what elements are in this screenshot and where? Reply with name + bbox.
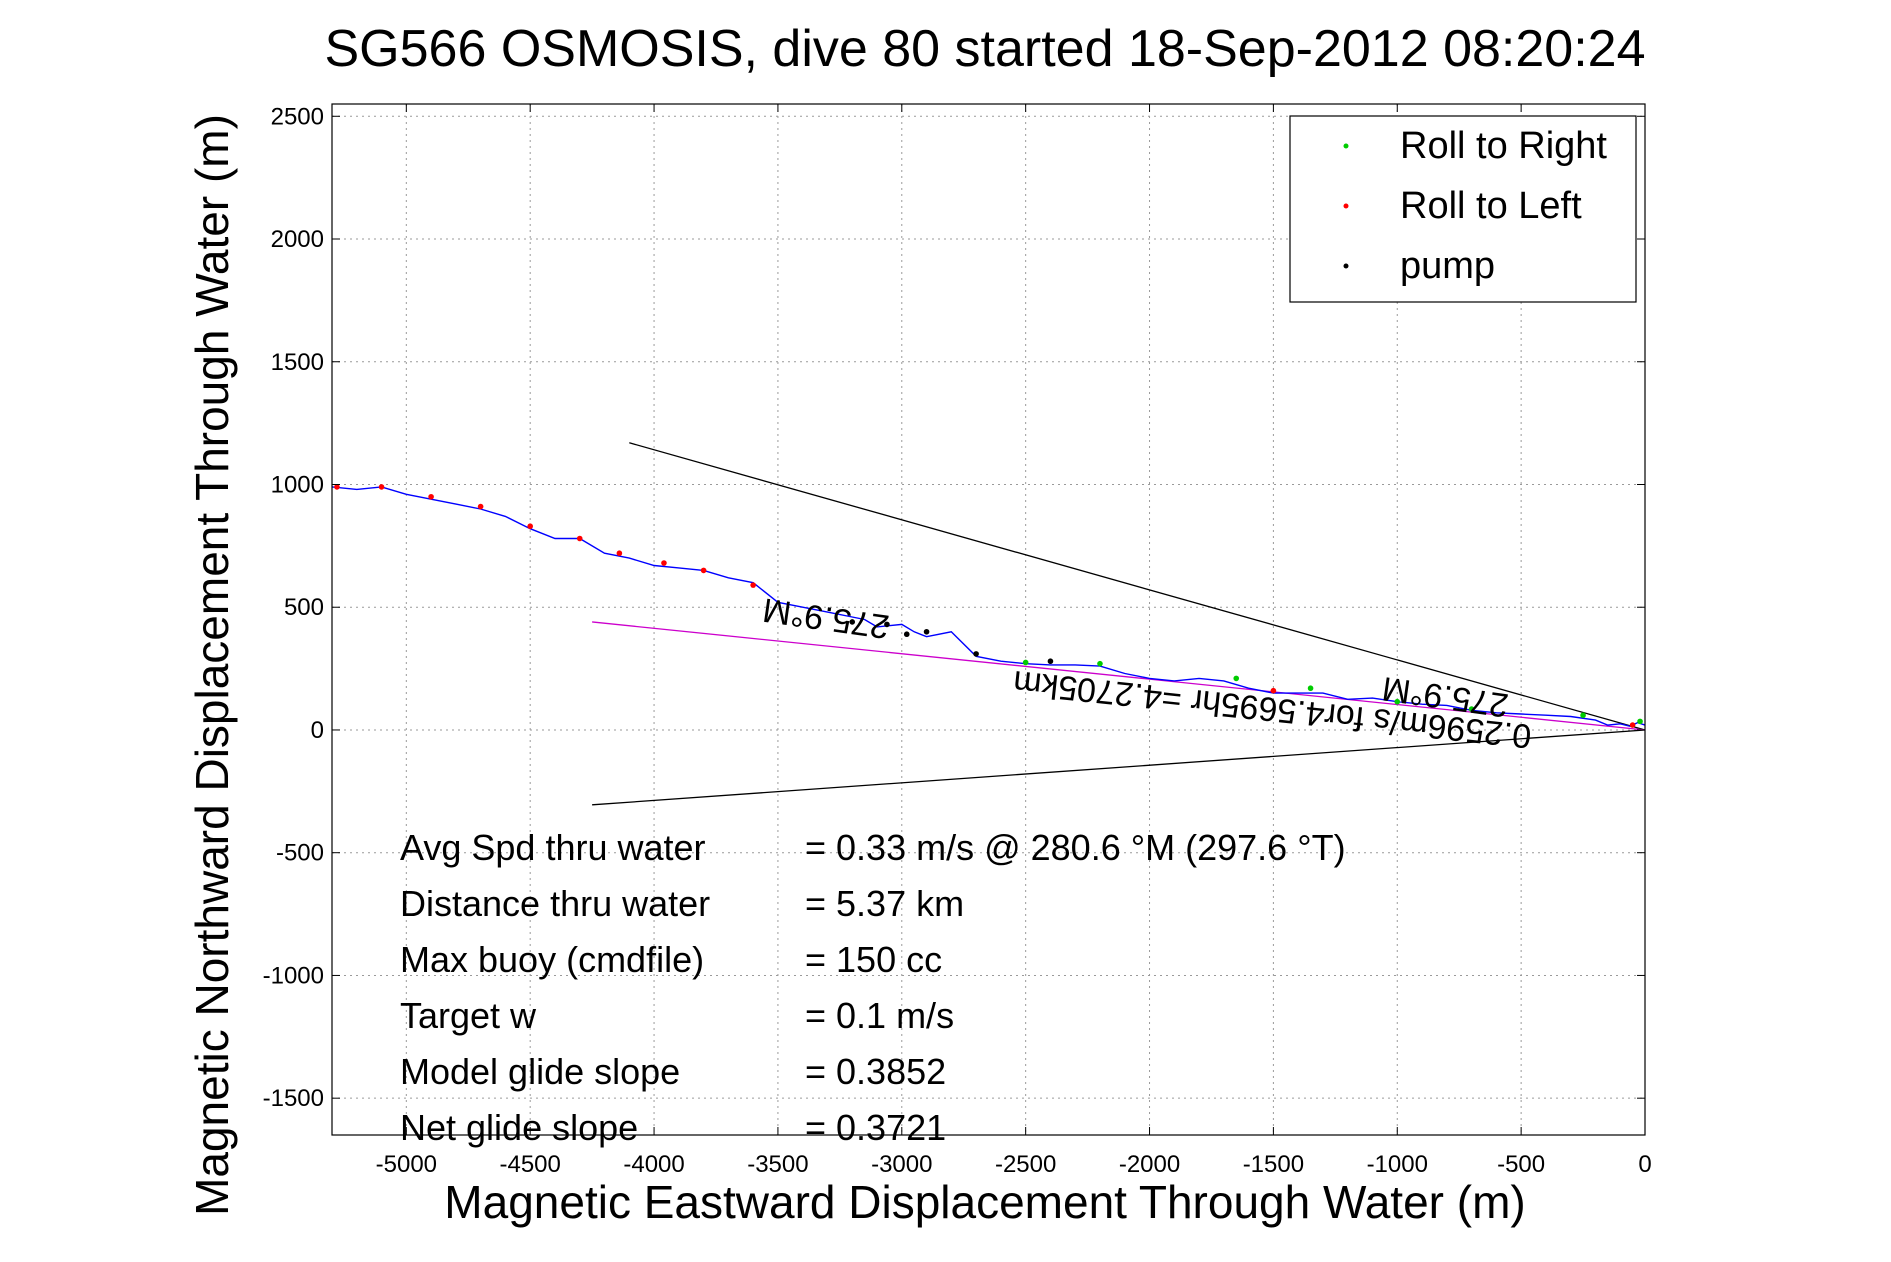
y-tick-label: 1500	[271, 349, 324, 376]
pump-point	[923, 628, 930, 635]
stat-value: = 5.37 km	[805, 883, 964, 924]
roll-right-point	[1307, 685, 1314, 692]
x-axis-label: Magnetic Eastward Displacement Through W…	[444, 1176, 1525, 1228]
stat-label: Model glide slope	[400, 1051, 680, 1092]
plot-frame	[331, 103, 1646, 1136]
legend-label: Roll to Right	[1400, 125, 1607, 167]
roll-left-point	[527, 523, 533, 530]
roll-left-point	[576, 535, 583, 542]
roll-left-point	[700, 567, 707, 574]
roll-left-point	[1629, 722, 1636, 728]
y-tick-label: 1000	[271, 471, 324, 498]
x-tick-label: -5000	[376, 1151, 437, 1178]
x-tick-label: -4000	[623, 1151, 684, 1178]
x-tick-label: -1000	[1367, 1151, 1428, 1178]
pump-point	[884, 621, 890, 628]
y-axis-label: Magnetic Northward Displacement Through …	[186, 114, 238, 1216]
stat-value: = 0.33 m/s @ 280.6 °M (297.6 °T)	[805, 827, 1346, 868]
x-tick-label: -2500	[995, 1151, 1056, 1178]
cone-lower-line	[592, 729, 1646, 806]
stat-label: Target w	[400, 995, 537, 1036]
roll-right-point	[1637, 718, 1643, 725]
roll-left-point	[378, 484, 385, 490]
stats-block: Avg Spd thru water = 0.33 m/s @ 280.6 °M …	[400, 827, 1346, 1148]
x-tick-label: -3000	[871, 1151, 932, 1178]
chart-title: SG566 OSMOSIS, dive 80 started 18-Sep-20…	[324, 20, 1645, 78]
pump-point	[973, 651, 979, 657]
x-tick-label: -3500	[747, 1151, 808, 1178]
stat-value: = 0.3721	[805, 1107, 946, 1148]
stat-label: Max buoy (cmdfile)	[400, 939, 704, 980]
x-tick-label: -500	[1497, 1151, 1545, 1178]
stat-label: Distance thru water	[400, 883, 710, 924]
track-line	[331, 486, 1646, 728]
y-tick-label: 500	[284, 594, 324, 621]
x-tick-label: -1500	[1243, 1151, 1304, 1178]
legend-label: pump	[1400, 245, 1495, 287]
roll-right-point	[1097, 660, 1103, 667]
roll-left-point	[477, 503, 484, 510]
pump-point	[903, 631, 910, 638]
y-tick-label: 2500	[271, 103, 324, 130]
roll-right-point	[1580, 712, 1586, 719]
y-tick-label: 0	[311, 717, 324, 744]
stat-value: = 150 cc	[805, 939, 942, 980]
roll-left-point	[616, 550, 623, 557]
legend-marker	[1343, 143, 1349, 149]
stat-label: Net glide slope	[400, 1107, 638, 1148]
x-tick-label: -2000	[1119, 1151, 1180, 1178]
y-tick-label: -1000	[263, 962, 324, 989]
legend-marker	[1343, 263, 1349, 269]
stat-label: Avg Spd thru water	[400, 827, 706, 868]
x-tick-label: 0	[1638, 1151, 1651, 1178]
pump-point	[1047, 658, 1054, 665]
plot-series	[331, 442, 1646, 806]
legend-marker	[1343, 203, 1349, 209]
stat-value: = 0.3852	[805, 1051, 946, 1092]
y-tick-label: -1500	[263, 1085, 324, 1112]
stat-value: = 0.1 m/s	[805, 995, 954, 1036]
roll-right-point	[1022, 659, 1029, 666]
cone-upper-line	[629, 442, 1646, 731]
x-tick-label: -4500	[499, 1151, 560, 1178]
legend: Roll to Right Roll to Left pump	[1289, 115, 1637, 303]
roll-right-point	[1233, 675, 1240, 682]
legend-label: Roll to Left	[1400, 185, 1582, 227]
roll-left-point	[750, 582, 756, 588]
roll-left-point	[428, 493, 434, 500]
pump-point	[849, 619, 856, 625]
y-tick-label: 2000	[271, 226, 324, 253]
roll-right-point	[1394, 698, 1401, 705]
roll-right-point	[1468, 706, 1475, 712]
axis-ticks: -5000 -4500 -4000 -3500 -3000 -2500 -2000 -1500…	[263, 103, 1652, 1178]
roll-left-point	[1270, 687, 1277, 694]
y-tick-label: -500	[276, 840, 324, 867]
roll-left-point	[334, 484, 340, 490]
heading-line	[592, 621, 1646, 731]
roll-left-point	[661, 560, 667, 566]
